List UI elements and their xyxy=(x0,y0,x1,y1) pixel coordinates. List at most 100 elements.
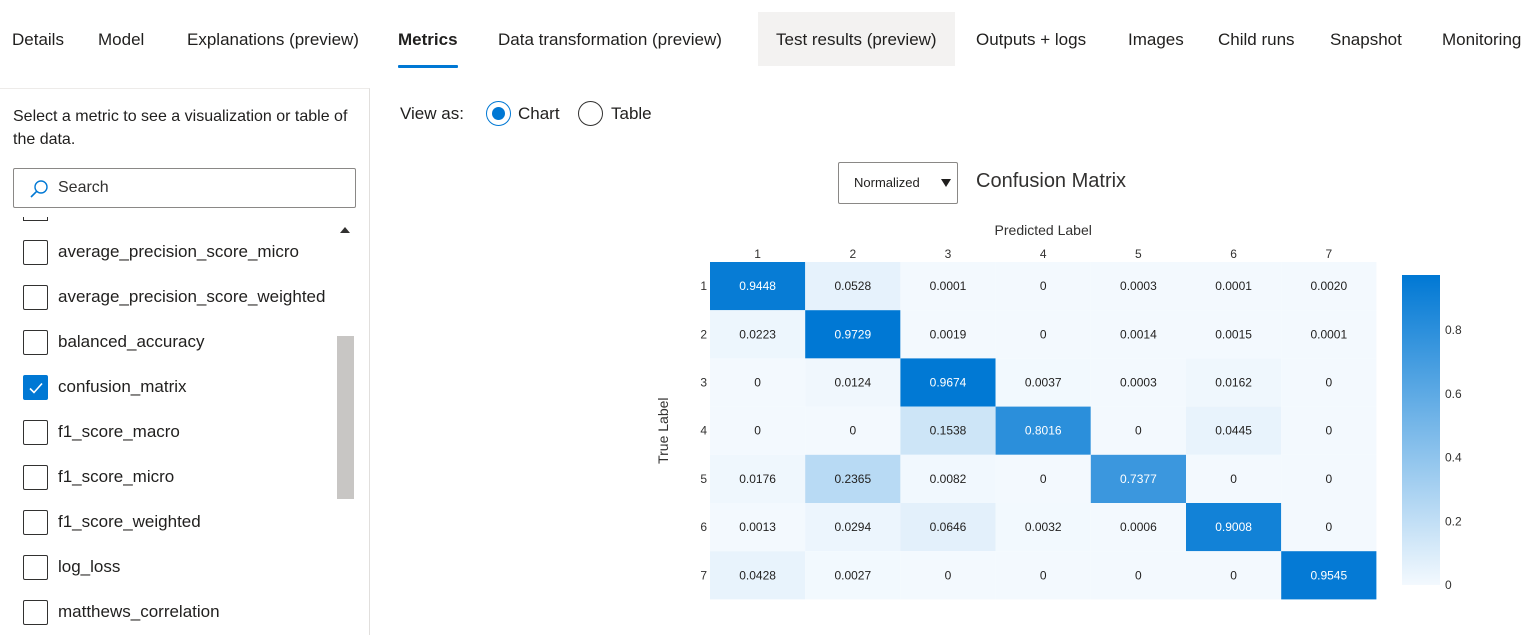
metric-item-average-precision-score-weighted[interactable]: average_precision_score_weighted xyxy=(0,276,336,321)
table-radio[interactable] xyxy=(578,101,603,126)
chart-radio[interactable] xyxy=(486,101,511,126)
matrix-cell[interactable] xyxy=(995,406,1091,455)
metric-checkbox[interactable] xyxy=(23,465,48,490)
metric-label: balanced_accuracy xyxy=(58,332,205,351)
tab-snapshot[interactable]: Snapshot xyxy=(1330,30,1402,49)
metric-checkbox[interactable] xyxy=(23,285,48,310)
matrix-cell[interactable] xyxy=(1281,503,1377,552)
search-input[interactable] xyxy=(58,177,338,199)
table-radio-label[interactable]: Table xyxy=(611,104,652,123)
matrix-cell[interactable] xyxy=(1090,310,1186,359)
matrix-cell[interactable] xyxy=(995,454,1091,503)
tab-child-runs[interactable]: Child runs xyxy=(1218,30,1295,49)
scroll-thumb[interactable] xyxy=(337,336,354,499)
matrix-cell[interactable] xyxy=(900,310,996,359)
matrix-cell[interactable] xyxy=(995,262,1091,311)
matrix-cell[interactable] xyxy=(1186,503,1282,552)
cell-value-label: 0.2365 xyxy=(834,472,871,486)
partial-checkbox[interactable] xyxy=(23,217,48,221)
matrix-cell[interactable] xyxy=(805,262,901,311)
matrix-cell[interactable] xyxy=(805,406,901,455)
metric-item-f1-score-weighted[interactable]: f1_score_weighted xyxy=(0,501,336,546)
matrix-cell[interactable] xyxy=(1186,454,1282,503)
metric-item-f1-score-micro[interactable]: f1_score_micro xyxy=(0,456,336,501)
caret-down-icon xyxy=(941,179,951,187)
matrix-cell[interactable] xyxy=(1186,262,1282,311)
metric-checkbox[interactable] xyxy=(23,600,48,625)
matrix-cell[interactable] xyxy=(710,406,806,455)
tab-details[interactable]: Details xyxy=(12,30,64,49)
cell-value-label: 0 xyxy=(1230,568,1237,582)
cell-value-label: 0.0014 xyxy=(1120,327,1157,341)
matrix-cell[interactable] xyxy=(995,358,1091,407)
matrix-cell[interactable] xyxy=(995,551,1091,600)
search-box[interactable] xyxy=(13,168,356,208)
tab-data-transformation-preview[interactable]: Data transformation (preview) xyxy=(498,30,722,49)
normalization-dropdown[interactable]: Normalized xyxy=(838,162,958,204)
matrix-cell[interactable] xyxy=(900,358,996,407)
scroll-up-icon[interactable] xyxy=(340,227,350,233)
tab-metrics[interactable]: Metrics xyxy=(398,12,458,68)
matrix-cell[interactable] xyxy=(1090,262,1186,311)
tab-monitoring[interactable]: Monitoring xyxy=(1442,30,1522,49)
matrix-cell[interactable] xyxy=(1281,406,1377,455)
matrix-cell[interactable] xyxy=(805,551,901,600)
matrix-cell[interactable] xyxy=(1281,551,1377,600)
cell-value-label: 0.0124 xyxy=(834,376,871,390)
metric-item-confusion-matrix[interactable]: confusion_matrix xyxy=(0,366,336,411)
matrix-cell[interactable] xyxy=(1090,454,1186,503)
chart-radio-label[interactable]: Chart xyxy=(518,104,560,123)
matrix-cell[interactable] xyxy=(1186,310,1282,359)
metric-checkbox[interactable] xyxy=(23,240,48,265)
matrix-cell[interactable] xyxy=(900,503,996,552)
matrix-cell[interactable] xyxy=(900,262,996,311)
matrix-cell[interactable] xyxy=(900,406,996,455)
cell-value-label: 0.9008 xyxy=(1215,520,1252,534)
tab-model[interactable]: Model xyxy=(98,30,145,49)
matrix-cell[interactable] xyxy=(710,310,806,359)
metric-item-average-precision-score-micro[interactable]: average_precision_score_micro xyxy=(0,231,336,276)
matrix-cell[interactable] xyxy=(805,503,901,552)
matrix-cell[interactable] xyxy=(710,551,806,600)
matrix-cell[interactable] xyxy=(1090,406,1186,455)
tab-test-results-preview[interactable]: Test results (preview) xyxy=(758,12,955,66)
matrix-cell[interactable] xyxy=(805,310,901,359)
list-scrollbar[interactable] xyxy=(336,217,355,635)
matrix-cell[interactable] xyxy=(710,503,806,552)
matrix-cell[interactable] xyxy=(900,551,996,600)
metric-checkbox[interactable] xyxy=(23,330,48,355)
matrix-cell[interactable] xyxy=(1281,310,1377,359)
metric-checkbox[interactable] xyxy=(23,375,48,400)
metric-checkbox[interactable] xyxy=(23,420,48,445)
search-icon xyxy=(30,180,48,198)
matrix-cell[interactable] xyxy=(1186,358,1282,407)
metric-checkbox[interactable] xyxy=(23,555,48,580)
metric-item-log-loss[interactable]: log_loss xyxy=(0,546,336,591)
matrix-cell[interactable] xyxy=(805,454,901,503)
matrix-cell[interactable] xyxy=(1281,262,1377,311)
y-tick-label: 3 xyxy=(700,376,707,390)
matrix-cell[interactable] xyxy=(995,310,1091,359)
matrix-cell[interactable] xyxy=(1090,503,1186,552)
metric-item-f1-score-macro[interactable]: f1_score_macro xyxy=(0,411,336,456)
metric-checkbox[interactable] xyxy=(23,510,48,535)
matrix-cell[interactable] xyxy=(710,262,806,311)
metric-item-balanced-accuracy[interactable]: balanced_accuracy xyxy=(0,321,336,366)
matrix-cell[interactable] xyxy=(805,358,901,407)
matrix-cell[interactable] xyxy=(1090,358,1186,407)
matrix-cell[interactable] xyxy=(710,454,806,503)
matrix-cell[interactable] xyxy=(995,503,1091,552)
tab-outputs-logs[interactable]: Outputs + logs xyxy=(976,30,1087,49)
tab-images[interactable]: Images xyxy=(1128,30,1184,49)
metric-item-matthews-correlation[interactable]: matthews_correlation xyxy=(0,591,336,635)
tab-explanations-preview[interactable]: Explanations (preview) xyxy=(187,30,359,49)
matrix-cell[interactable] xyxy=(1090,551,1186,600)
matrix-cell[interactable] xyxy=(900,454,996,503)
matrix-cell[interactable] xyxy=(1281,454,1377,503)
cell-value-label: 0.0019 xyxy=(930,327,967,341)
matrix-cell[interactable] xyxy=(1281,358,1377,407)
matrix-cell[interactable] xyxy=(1186,551,1282,600)
matrix-cell[interactable] xyxy=(710,358,806,407)
matrix-cell[interactable] xyxy=(1186,406,1282,455)
cell-value-label: 0.0445 xyxy=(1215,424,1252,438)
